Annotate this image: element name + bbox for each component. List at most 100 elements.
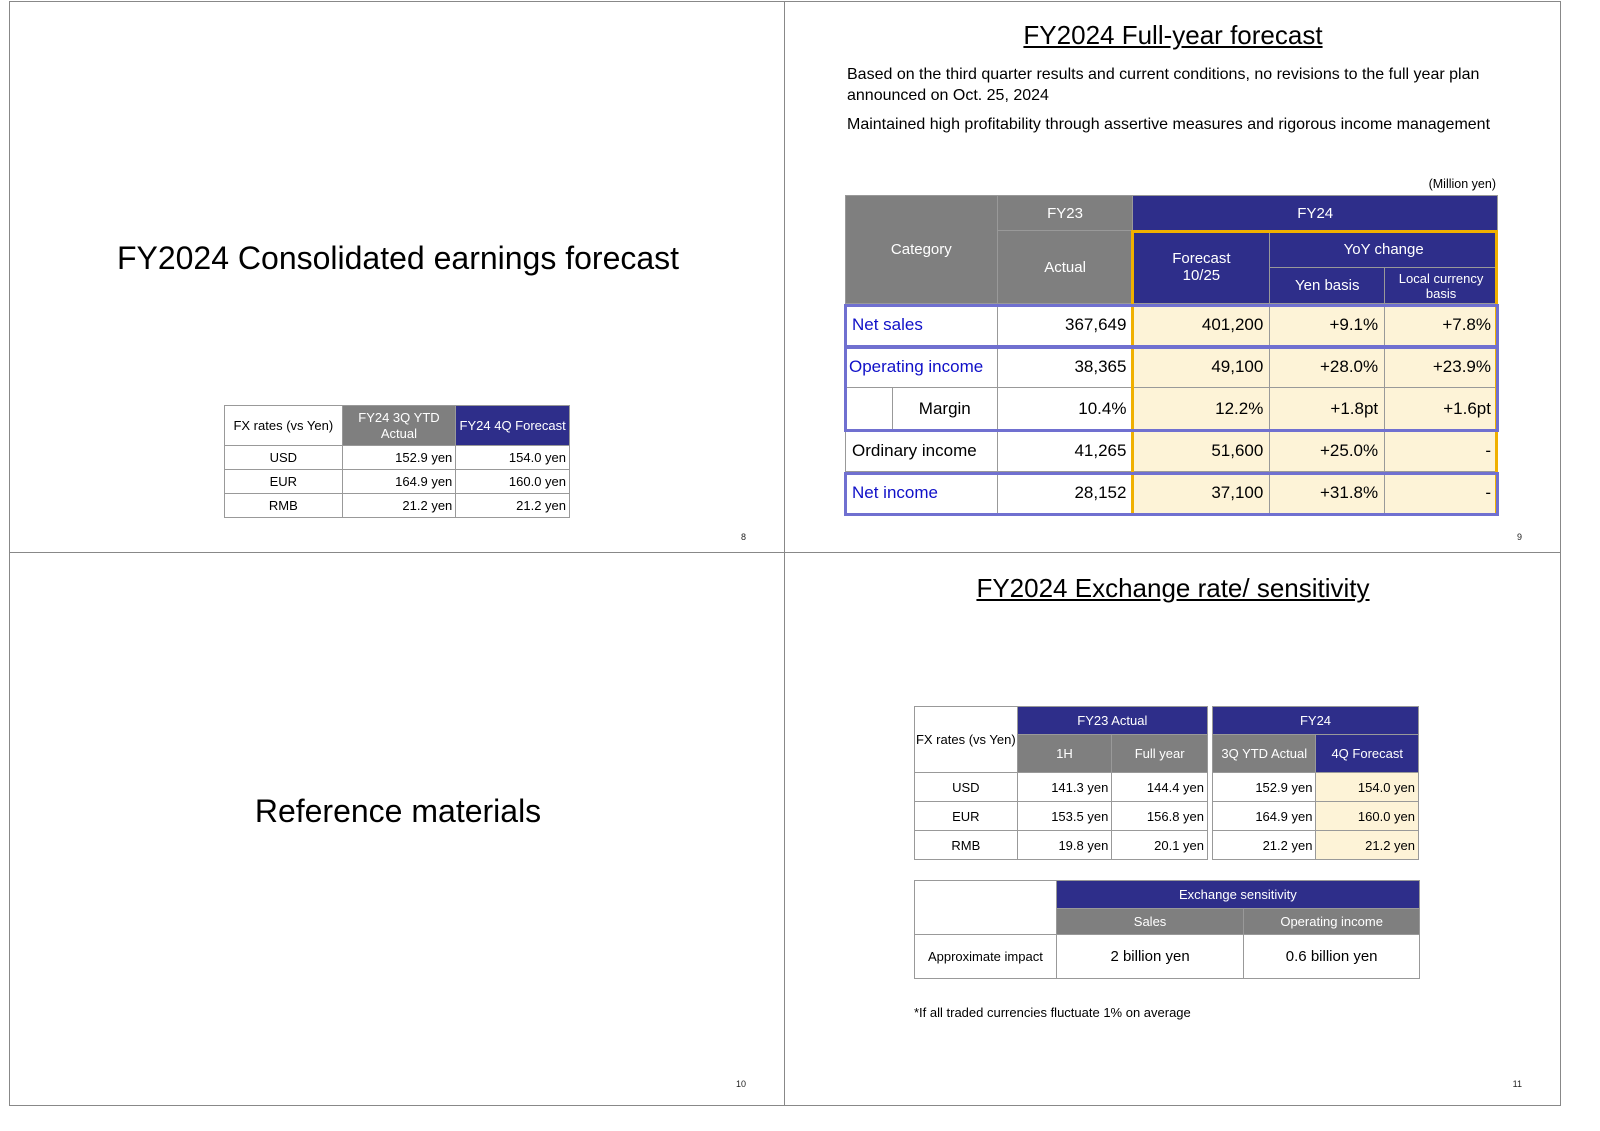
fx-currency: USD xyxy=(224,445,343,470)
slide-9-title: FY2024 Full-year forecast xyxy=(1023,20,1323,50)
table-row: 164.9 yen 160.0 yen xyxy=(1211,801,1419,831)
table-row: Operating income 38,365 49,100 +28.0% +2… xyxy=(845,345,1498,388)
slide-10: Reference materials 10 xyxy=(9,553,785,1106)
header-fy24: FY24 xyxy=(1132,195,1498,231)
table-row: Net income 28,152 37,100 +31.8% - xyxy=(845,471,1498,514)
header-full-year: Full year xyxy=(1111,734,1208,773)
fx-value: 144.4 yen xyxy=(1111,772,1208,802)
fx-value: 21.2 yen xyxy=(341,493,457,518)
row-label: Net income xyxy=(845,471,998,514)
cell-actual: 28,152 xyxy=(996,471,1134,514)
table-row: 152.9 yen 154.0 yen xyxy=(1211,772,1419,802)
cell-forecast: 49,100 xyxy=(1132,345,1271,388)
fx-value: 141.3 yen xyxy=(1016,772,1113,802)
bullet-paragraph: Maintained high profitability through as… xyxy=(847,116,1491,133)
table-row: RMB 21.2 yen 21.2 yen xyxy=(224,493,570,518)
header-fy23-actual: FY23 Actual xyxy=(1016,706,1209,735)
fx-value: 160.0 yen xyxy=(455,469,570,494)
fx-value: 152.9 yen xyxy=(1211,772,1317,802)
table-row: Margin 10.4% 12.2% +1.8pt +1.6pt xyxy=(845,387,1498,430)
cell-yen: +31.8% xyxy=(1269,471,1386,514)
cell-local: +23.9% xyxy=(1384,345,1498,388)
oi-impact: 0.6 billion yen xyxy=(1243,934,1420,979)
fx-header-corner: FX rates (vs Yen) xyxy=(914,706,1018,773)
cell-yen: +28.0% xyxy=(1269,345,1386,388)
row-label: Operating income xyxy=(845,345,998,388)
header-4q-forecast: 4Q Forecast xyxy=(1315,734,1419,773)
fx-rates-fy23-table: FX rates (vs Yen) FY23 Actual 1H Full ye… xyxy=(914,706,1209,860)
table-row: RMB 19.8 yen 20.1 yen xyxy=(914,830,1208,860)
header-fy24: FY24 xyxy=(1212,706,1419,735)
header-1h: 1H xyxy=(1016,734,1113,773)
cell-forecast: 401,200 xyxy=(1132,303,1271,346)
table-row: USD 152.9 yen 154.0 yen xyxy=(224,445,570,470)
fx-currency: EUR xyxy=(224,469,343,494)
fx-value: 152.9 yen xyxy=(341,445,457,470)
header-actual: Actual xyxy=(996,230,1134,304)
cell-local: +1.6pt xyxy=(1384,387,1498,430)
fx-header-corner: FX rates (vs Yen) xyxy=(224,405,343,446)
fx-header-forecast: FY24 4Q Forecast xyxy=(455,405,570,446)
sensitivity-corner xyxy=(914,880,1057,935)
header-exchange-sensitivity: Exchange sensitivity xyxy=(1055,880,1421,909)
cell-forecast: 12.2% xyxy=(1132,387,1271,430)
header-sales: Sales xyxy=(1055,908,1245,935)
fx-currency: EUR xyxy=(914,801,1018,831)
fx-currency: USD xyxy=(914,772,1018,802)
slide-11: FY2024 Exchange rate/ sensitivity FX rat… xyxy=(785,553,1561,1106)
fx-currency: RMB xyxy=(224,493,343,518)
table-row: Net sales 367,649 401,200 +9.1% +7.8% xyxy=(845,303,1498,346)
table-row: Ordinary income 41,265 51,600 +25.0% - xyxy=(845,429,1498,472)
fx-rates-fy24-table: FY24 3Q YTD Actual 4Q Forecast 152.9 yen… xyxy=(1211,706,1419,860)
header-category: Category xyxy=(845,195,998,304)
fx-value: 156.8 yen xyxy=(1111,801,1208,831)
cell-actual: 41,265 xyxy=(996,429,1134,472)
page-number: 8 xyxy=(740,532,746,542)
footnote: *If all traded currencies fluctuate 1% o… xyxy=(914,1005,1191,1020)
table-row: EUR 164.9 yen 160.0 yen xyxy=(224,469,570,494)
cell-local: +7.8% xyxy=(1384,303,1498,346)
row-label: Approximate impact xyxy=(914,934,1057,979)
cell-local: - xyxy=(1384,471,1498,514)
fx-value: 21.2 yen xyxy=(1211,830,1317,860)
row-label: Ordinary income xyxy=(845,429,998,472)
row-label: Margin xyxy=(891,387,998,430)
row-label: Net sales xyxy=(845,303,998,346)
slide-9: FY2024 Full-year forecast Based on the t… xyxy=(785,1,1561,553)
cell-yen: +1.8pt xyxy=(1269,387,1386,430)
fx-value: 21.2 yen xyxy=(1315,830,1419,860)
table-row: USD 141.3 yen 144.4 yen xyxy=(914,772,1208,802)
table-row: Approximate impact 2 billion yen 0.6 bil… xyxy=(914,934,1420,979)
cell-forecast: 51,600 xyxy=(1132,429,1271,472)
header-fy23: FY23 xyxy=(996,195,1134,231)
fx-value: 20.1 yen xyxy=(1111,830,1208,860)
fx-value: 164.9 yen xyxy=(341,469,457,494)
slide-11-title: FY2024 Exchange rate/ sensitivity xyxy=(976,573,1370,603)
page-number: 10 xyxy=(735,1079,746,1089)
fx-value: 19.8 yen xyxy=(1016,830,1113,860)
cell-actual: 10.4% xyxy=(996,387,1134,430)
fx-value: 164.9 yen xyxy=(1211,801,1317,831)
fx-currency: RMB xyxy=(914,830,1018,860)
cell-actual: 367,649 xyxy=(996,303,1134,346)
fx-value: 160.0 yen xyxy=(1315,801,1419,831)
fx-header-ytd: FY24 3Q YTD Actual xyxy=(341,405,457,446)
forecast-table: Category FY23 FY24 Actual Forecast 10/25… xyxy=(845,195,1498,514)
header-3q-ytd: 3Q YTD Actual xyxy=(1211,734,1317,773)
fx-value: 154.0 yen xyxy=(455,445,570,470)
unit-label: (Million yen) xyxy=(1428,177,1496,191)
header-forecast: Forecast 10/25 xyxy=(1132,230,1271,304)
fx-rates-table: FX rates (vs Yen) FY24 3Q YTD Actual FY2… xyxy=(224,405,570,518)
exchange-sensitivity-table: Exchange sensitivity Sales Operating inc… xyxy=(914,880,1421,979)
fx-value: 21.2 yen xyxy=(455,493,570,518)
header-operating-income: Operating income xyxy=(1243,908,1420,935)
sales-impact: 2 billion yen xyxy=(1055,934,1245,979)
table-row: EUR 153.5 yen 156.8 yen xyxy=(914,801,1208,831)
bullet-paragraph: Based on the third quarter results and c… xyxy=(847,66,1480,104)
header-yen-basis: Yen basis xyxy=(1269,267,1386,304)
cell-actual: 38,365 xyxy=(996,345,1134,388)
fx-value: 153.5 yen xyxy=(1016,801,1113,831)
slide-10-title: Reference materials xyxy=(254,793,542,829)
header-local-basis: Local currency basis xyxy=(1384,267,1498,304)
slide-8: FY2024 Consolidated earnings forecast FX… xyxy=(9,1,785,553)
